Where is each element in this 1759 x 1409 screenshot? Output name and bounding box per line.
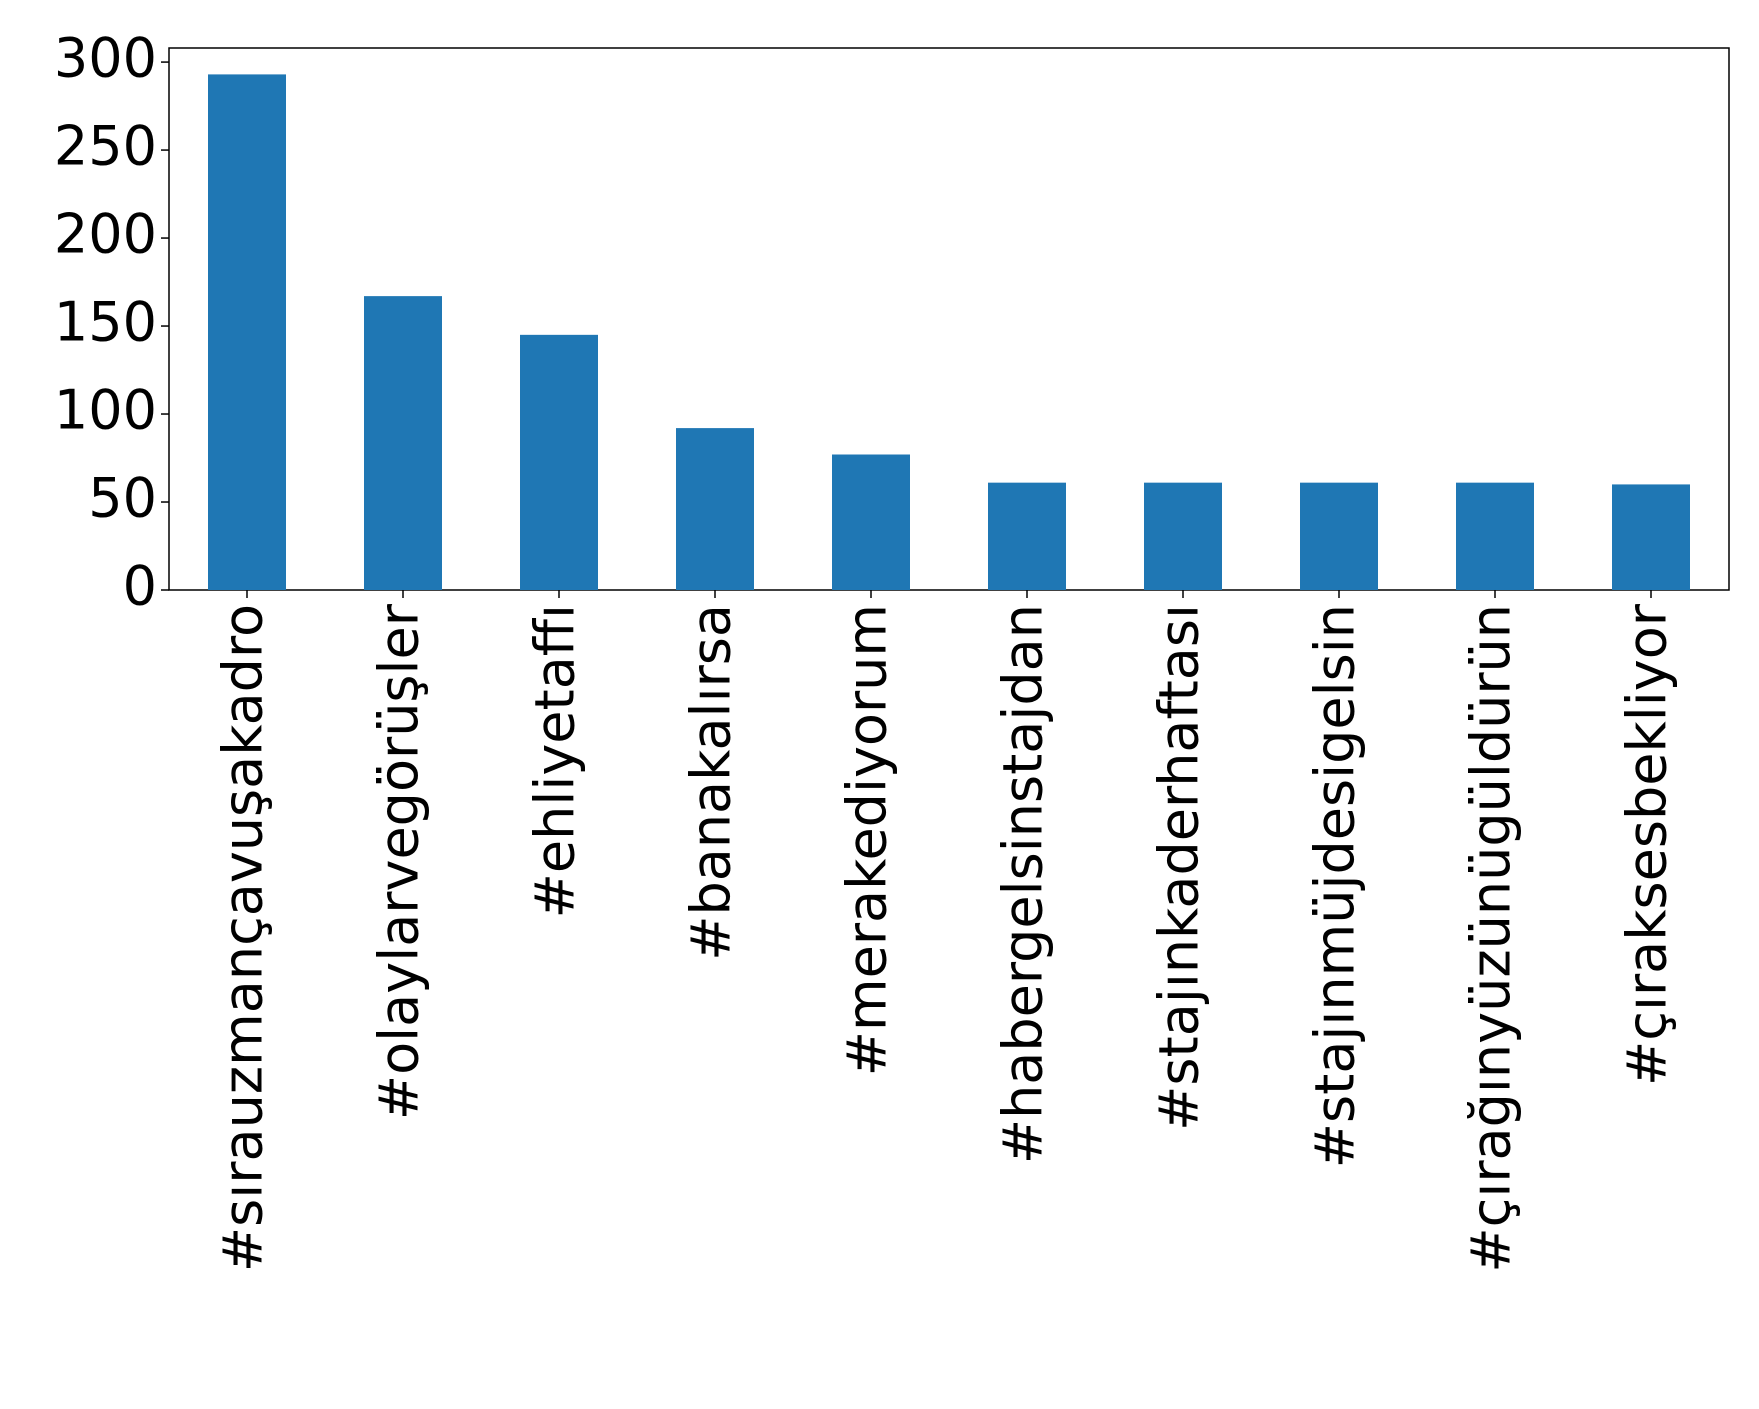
x-tick-label: #banakalırsa xyxy=(680,604,743,961)
bar xyxy=(1144,482,1222,590)
x-tick-label: #çıraksesbekliyor xyxy=(1616,603,1679,1086)
x-tick-label: #ehliyetaffı xyxy=(524,604,587,918)
y-tick-label: 150 xyxy=(54,291,157,354)
x-tick-label: #stajınkaderhaftası xyxy=(1148,604,1211,1131)
y-tick-label: 300 xyxy=(54,27,157,90)
y-tick-label: 100 xyxy=(54,379,157,442)
bar xyxy=(1612,484,1690,590)
bar xyxy=(1456,482,1534,590)
x-tick-label: #olaylarvegörüşler xyxy=(368,603,431,1120)
y-tick-label: 250 xyxy=(54,115,157,178)
y-tick-label: 50 xyxy=(88,467,157,530)
x-tick-label: #habergelsinstajdan xyxy=(992,604,1055,1164)
bar xyxy=(988,482,1066,590)
bar xyxy=(832,454,910,590)
y-tick-label: 0 xyxy=(123,555,157,618)
bar xyxy=(676,428,754,590)
bar xyxy=(364,296,442,590)
bar xyxy=(520,334,598,590)
x-tick-label: #çırağınyüzünügüldürün xyxy=(1460,604,1523,1273)
x-tick-label: #sırauzmançavuşakadro xyxy=(212,604,275,1272)
plot-frame xyxy=(168,47,1730,591)
x-tick-label: #merakediyorum xyxy=(836,604,899,1076)
bar xyxy=(1300,482,1378,590)
x-tick-label: #stajınmüjdesigelsin xyxy=(1304,604,1367,1168)
bar xyxy=(208,74,286,590)
y-tick-label: 200 xyxy=(54,203,157,266)
